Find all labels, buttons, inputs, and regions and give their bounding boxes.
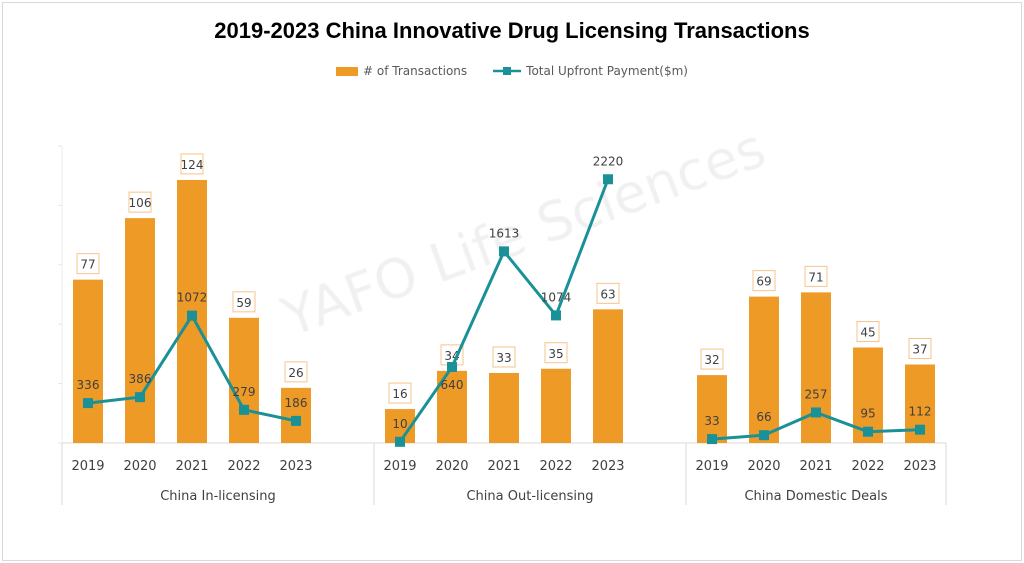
legend-label: Total Upfront Payment($m) [526, 64, 688, 78]
line-marker [811, 407, 821, 418]
bar-label: 35 [548, 347, 563, 361]
line-label: 386 [129, 372, 152, 386]
bar-label: 33 [496, 351, 511, 365]
x-tick-label: 2021 [175, 459, 208, 474]
bar-label: 124 [181, 158, 204, 172]
x-tick-label: 2020 [123, 459, 156, 474]
line-marker [447, 361, 457, 372]
line-marker [759, 430, 769, 441]
line-marker [291, 415, 301, 426]
bar-label-box [388, 382, 412, 404]
line-label: 336 [77, 378, 100, 392]
x-tick-label: 2023 [903, 459, 936, 474]
line-marker [83, 398, 93, 409]
bar [749, 296, 779, 443]
line-label: 640 [441, 378, 464, 392]
bar-label-box [804, 265, 828, 287]
bar-label-box [76, 253, 100, 275]
x-tick-label: 2022 [851, 459, 884, 474]
bar-label: 63 [600, 287, 615, 301]
x-tick-label: 2019 [71, 459, 104, 474]
x-tick-label: 2019 [695, 459, 728, 474]
bar-label-box [700, 348, 724, 370]
bar-label: 26 [288, 366, 303, 380]
line-label: 33 [704, 414, 719, 428]
chart-title: 2019-2023 China Innovative Drug Licensin… [214, 18, 810, 43]
bar-label: 69 [756, 275, 771, 289]
line-label: 10 [392, 417, 407, 431]
bar-label: 45 [860, 326, 875, 340]
legend-item-upfront: Total Upfront Payment($m) [493, 64, 688, 78]
x-tick-label: 2023 [279, 459, 312, 474]
bar [125, 218, 155, 443]
bar [593, 309, 623, 443]
legend: # of Transactions Total Upfront Payment(… [0, 64, 1024, 78]
x-tick-label: 2020 [435, 459, 468, 474]
bar [281, 387, 311, 443]
line-label: 1072 [177, 291, 208, 305]
x-tick-label: 2020 [747, 459, 780, 474]
bar-label-box [232, 291, 256, 313]
line-marker [707, 434, 717, 445]
x-tick-label: 2023 [591, 459, 624, 474]
line-marker [863, 426, 873, 437]
line-label: 257 [805, 387, 828, 401]
x-tick-label: 2022 [539, 459, 572, 474]
bar-label-box [492, 346, 516, 368]
x-tick-label: 2021 [799, 459, 832, 474]
line-marker [135, 392, 145, 403]
line-marker [915, 424, 925, 435]
bar-label: 16 [392, 387, 407, 401]
line-label: 95 [860, 407, 875, 421]
x-tick-label: 2019 [383, 459, 416, 474]
line-marker [499, 246, 509, 257]
bar-label-box [752, 270, 776, 292]
line-label: 279 [233, 385, 256, 399]
bar-label: 106 [129, 196, 152, 210]
group-label: China In-licensing [160, 489, 276, 504]
bar [801, 292, 831, 443]
bar-label-box [180, 153, 204, 175]
group-label: China Domestic Deals [744, 489, 887, 504]
x-tick-label: 2021 [487, 459, 520, 474]
line-marker [551, 310, 561, 321]
line-marker [187, 310, 197, 321]
line-marker [395, 436, 405, 447]
bar-label: 77 [80, 258, 95, 272]
x-tick-label: 2022 [227, 459, 260, 474]
legend-item-transactions: # of Transactions [336, 64, 467, 78]
line-marker [239, 404, 249, 415]
line-swatch [493, 67, 522, 75]
bar-label-box [856, 321, 880, 343]
bar-label: 32 [704, 353, 719, 367]
line-label: 1613 [489, 226, 520, 240]
line-label: 1074 [541, 290, 572, 304]
bar-label: 37 [912, 343, 927, 357]
bar [229, 317, 259, 443]
group-label: China Out-licensing [466, 489, 593, 504]
bar [697, 375, 727, 443]
line-label: 112 [909, 405, 932, 419]
bar-label-box [284, 361, 308, 383]
bar-label: 71 [808, 270, 823, 284]
line-label: 2220 [593, 154, 624, 168]
line-label: 66 [756, 410, 771, 424]
bar [73, 279, 103, 443]
bar-label-box [908, 338, 932, 360]
line-label: 186 [285, 396, 308, 410]
bar-label-box [544, 342, 568, 364]
bar-swatch [336, 66, 358, 76]
legend-label: # of Transactions [363, 64, 468, 78]
line-marker [603, 174, 613, 185]
bar [489, 372, 519, 443]
bar-label-box [596, 282, 620, 304]
bar-label-box [128, 191, 152, 213]
bar [541, 368, 571, 443]
bar-label: 59 [236, 296, 251, 310]
